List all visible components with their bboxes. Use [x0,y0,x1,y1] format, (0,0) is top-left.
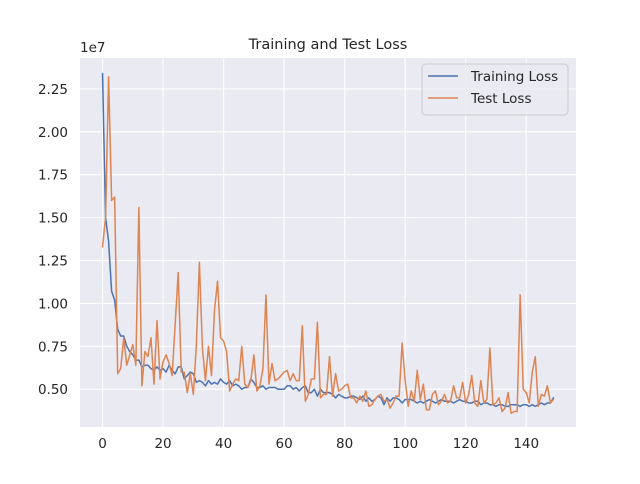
legend: Training Loss Test Loss [421,63,569,116]
x-tick-label: 80 [336,436,353,452]
y-tick-label: 2.25 [38,82,68,98]
x-tick-label: 140 [513,436,539,452]
y-tick-label: 2.00 [38,125,68,141]
x-tick-label: 100 [392,436,418,452]
y-tick-label: 1.00 [38,296,68,312]
x-tick-label: 20 [154,436,171,452]
y-tick-label: 0.50 [38,382,68,398]
legend-label-training-loss: Training Loss [470,69,558,85]
legend-label-test-loss: Test Loss [470,91,532,107]
y-tick-label: 1.50 [38,211,68,227]
x-tick-label: 120 [453,436,479,452]
x-tick-label: 40 [215,436,232,452]
x-tick-label: 60 [276,436,293,452]
series-lines [101,72,555,415]
x-tick-label: 0 [98,436,107,452]
y-axis-offset-label: 1e7 [80,40,105,56]
x-axis-tick-labels: 0 20 40 60 80 100 120 140 [98,436,539,452]
series-line-test-loss [101,76,555,415]
legend-box [421,63,569,116]
y-tick-label: 1.75 [38,168,68,184]
y-tick-label: 1.25 [38,254,68,270]
grid-lines [80,58,576,427]
y-axis-tick-labels: 0.50 0.75 1.00 1.25 1.50 1.75 2.00 2.25 [38,82,68,398]
chart-title: Training and Test Loss [248,37,408,53]
y-tick-label: 0.75 [38,339,68,355]
